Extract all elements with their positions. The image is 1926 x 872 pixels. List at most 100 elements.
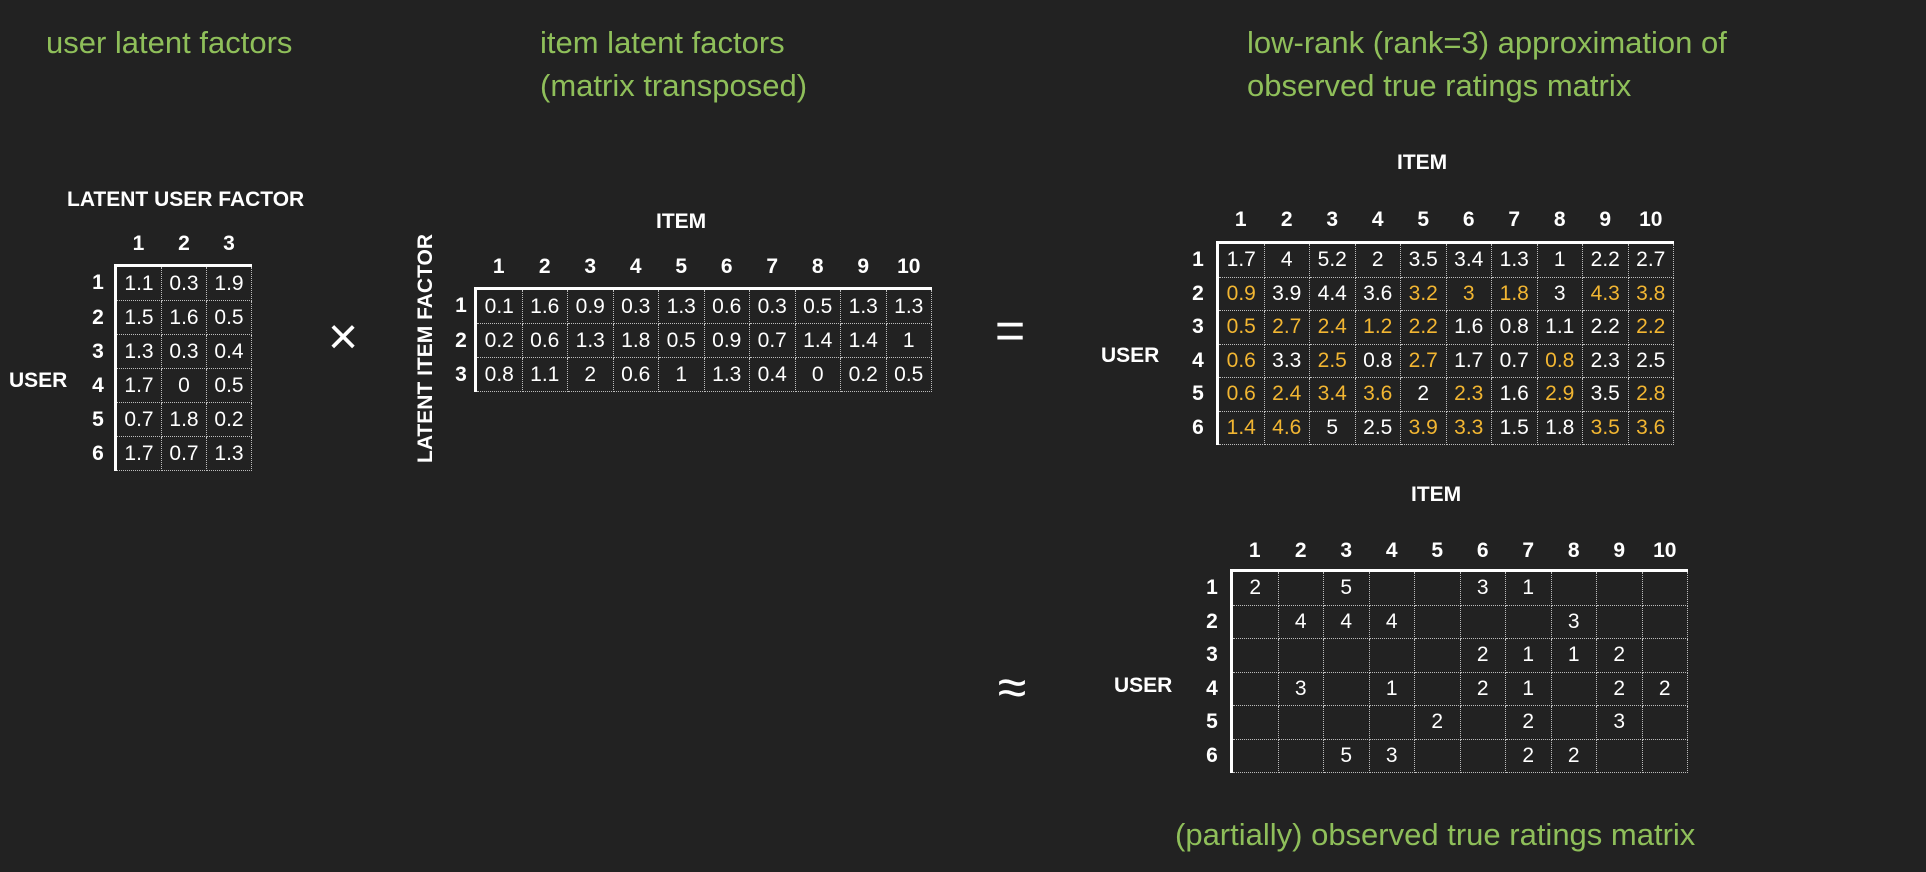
matrix-cell: 1.4 [794, 323, 841, 358]
user-matrix-title: LATENT USER FACTOR [67, 188, 305, 211]
matrix-cell [1323, 671, 1370, 706]
matrix-cell [1277, 705, 1324, 740]
matrix-cell [1459, 604, 1506, 639]
matrix-cell: 1 [885, 323, 932, 358]
matrix-cell-highlighted: 0.5 [1217, 310, 1265, 345]
matrix-cell: 3 [1596, 705, 1643, 740]
matrix-cell: 1 [1536, 242, 1583, 278]
matrix-cell-highlighted: 0.8 [1536, 343, 1583, 378]
matrix-cell: 3 [1277, 671, 1324, 706]
matrix-cell: 1 [1505, 570, 1552, 606]
user-latent-factor-matrix: 1 2 3 1 1.1 0.3 1.9 2 1.5 1.6 0.5 3 1.3 0.3 0.4 4 1.7 0 0.… [82, 224, 252, 471]
matrix-cell [1368, 570, 1415, 606]
matrix-cell: 1.8 [612, 323, 659, 358]
title-approx-line2: observed true ratings matrix [1247, 68, 1632, 103]
matrix-cell [1323, 638, 1370, 673]
matrix-cell: 3 [1550, 604, 1597, 639]
matrix-cell: 2 [1596, 671, 1643, 706]
matrix-cell [1368, 638, 1415, 673]
matrix-cell-highlighted: 4.6 [1263, 410, 1310, 445]
matrix-cell [1459, 738, 1506, 773]
matrix-cell-highlighted: 2.4 [1263, 377, 1310, 412]
row-header: 1 [82, 265, 117, 301]
column-header: 4 [1355, 198, 1401, 244]
column-header: 4 [1369, 533, 1415, 572]
matrix-cell-highlighted: 3.5 [1582, 410, 1629, 445]
matrix-cell-highlighted: 3.6 [1354, 377, 1401, 412]
matrix-cell: 2.2 [1582, 310, 1629, 345]
matrix-cell: 1.3 [206, 436, 252, 471]
matrix-cell: 2 [1459, 671, 1506, 706]
matrix-cell-highlighted: 3.2 [1400, 276, 1447, 311]
matrix-cell: 2 [1641, 671, 1688, 706]
matrix-cell: 0.6 [703, 288, 750, 324]
matrix-cell-highlighted: 3 [1445, 276, 1492, 311]
item-matrix-row-axis: LATENT ITEM FACTOR [414, 233, 437, 463]
matrix-row: 5 0.7 1.8 0.2 [82, 402, 252, 437]
matrix-cell: 0.4 [206, 334, 252, 369]
row-header: 2 [82, 300, 117, 335]
matrix-cell [1459, 705, 1506, 740]
column-header: 7 [749, 246, 795, 290]
title-item-line2: (matrix transposed) [540, 68, 808, 103]
matrix-cell: 3 [1368, 738, 1415, 773]
matrix-cell: 2 [1354, 242, 1401, 278]
matrix-cell: 1.3 [703, 357, 750, 392]
row-header: 2 [1180, 277, 1219, 311]
matrix-cell-highlighted: 2.2 [1400, 310, 1447, 345]
matrix-cell [1550, 671, 1597, 706]
matrix-cell-highlighted: 3.4 [1309, 377, 1356, 412]
matrix-cell: 1.1 [521, 357, 568, 392]
matrix-cell: 0.5 [885, 357, 932, 392]
title-item-line1: item latent factors [540, 25, 785, 60]
matrix-cell: 0.7 [115, 402, 162, 437]
matrix-row: 1 1.7 4 5.2 2 3.5 3.4 1.3 1 2.2 2.7 [1180, 242, 1674, 278]
matrix-cell: 4 [1263, 242, 1310, 278]
matrix-cell: 1.7 [115, 368, 162, 403]
matrix-cell: 1.6 [1491, 377, 1538, 412]
matrix-cell: 0.6 [612, 357, 659, 392]
matrix-cell [1414, 570, 1461, 606]
observed-ratings-matrix: 1 2 3 4 5 6 7 8 9 10 1 2 5 3 1 2 4 4 4 3 3 2 1 1 2 4 3 1 2 1 2 2 5 2 2 3 6 5 3… [1194, 533, 1688, 773]
matrix-cell: 2.2 [1582, 242, 1629, 278]
row-header: 1 [1194, 570, 1233, 605]
matrix-cell: 2 [1550, 738, 1597, 773]
column-header: 2 [1278, 533, 1324, 572]
row-header: 1 [1180, 242, 1219, 277]
matrix-row: 5 2 2 3 [1194, 705, 1688, 740]
matrix-cell-highlighted: 2.3 [1445, 377, 1492, 412]
column-header: 4 [613, 246, 659, 290]
matrix-cell: 1.9 [206, 265, 252, 301]
matrix-cell: 0.5 [658, 323, 705, 358]
matrix-cell [1550, 570, 1597, 606]
title-item-latent-factors: item latent factors (matrix transposed) [540, 21, 807, 107]
matrix-cell [1641, 604, 1688, 639]
matrix-cell [1641, 738, 1688, 773]
matrix-cell: 1.1 [115, 265, 162, 301]
row-header: 3 [82, 334, 117, 369]
matrix-cell: 0.8 [1491, 310, 1538, 345]
item-latent-factor-matrix: 1 2 3 4 5 6 7 8 9 10 1 0.1 1.6 0.9 0.3 1.3 0.6 0.3 0.5 1.3 1… [448, 246, 932, 392]
matrix-cell [1231, 705, 1279, 740]
matrix-cell [1414, 604, 1461, 639]
matrix-cell: 4.4 [1309, 276, 1356, 311]
matrix-cell: 0.5 [206, 368, 252, 403]
matrix-cell-highlighted: 3.6 [1627, 410, 1674, 445]
matrix-cell: 1.7 [1445, 343, 1492, 378]
column-header: 5 [1414, 533, 1460, 572]
matrix-cell: 2 [1596, 638, 1643, 673]
matrix-cell: 0.3 [161, 265, 207, 301]
matrix-cell: 2 [1400, 377, 1447, 412]
column-header: 7 [1491, 198, 1537, 244]
column-header: 3 [1309, 198, 1355, 244]
column-header: 10 [886, 246, 932, 290]
matrix-row: 1 1.1 0.3 1.9 [82, 265, 252, 301]
column-header: 8 [1537, 198, 1583, 244]
matrix-cell [1231, 604, 1279, 639]
matrix-cell [1277, 738, 1324, 773]
matrix-cell: 5 [1309, 410, 1356, 445]
row-header: 3 [1180, 310, 1219, 344]
user-matrix-row-axis: USER [9, 369, 68, 392]
matrix-cell: 3.6 [1354, 276, 1401, 311]
row-header: 5 [1180, 377, 1219, 411]
